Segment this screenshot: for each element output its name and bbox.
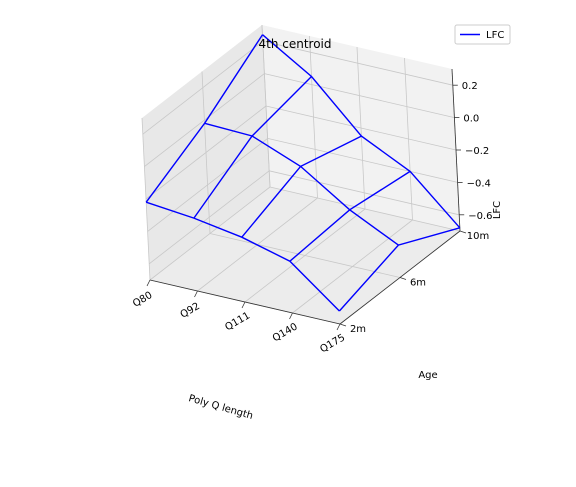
z-tick-label: −0.6	[468, 211, 492, 222]
x-tick-label: Q175	[318, 332, 347, 355]
z-grid-back	[264, 73, 455, 118]
y-tick-label: 6m	[410, 278, 426, 289]
chart-title: 4th centroid	[258, 37, 331, 51]
z-tick-label: 0.2	[462, 81, 478, 92]
x-tick-label: Q140	[271, 321, 300, 344]
x-tick	[289, 312, 293, 320]
x-tick	[194, 290, 198, 298]
series-line-q-Q175	[338, 227, 460, 312]
series-line-q-Q92	[193, 76, 312, 219]
z-grid-side	[147, 138, 268, 232]
x-tick	[336, 323, 341, 331]
z-axis-label: LFC	[492, 201, 503, 219]
z-grid-back	[269, 170, 460, 216]
legend-frame	[454, 24, 511, 45]
y-tick	[459, 230, 467, 234]
y-tick-label: 10m	[467, 231, 489, 242]
z-grid-back	[262, 40, 453, 86]
y-tick	[339, 323, 347, 327]
z-grid-back	[265, 105, 457, 151]
x-tick	[241, 301, 246, 309]
y-axis-label: Age	[418, 370, 437, 381]
x-tick-label: Q92	[179, 301, 202, 321]
x-tick-label: Q111	[223, 310, 252, 333]
y-grid-floor	[209, 233, 401, 278]
z-tick-label: −0.2	[465, 146, 489, 157]
z-tick-label: −0.4	[467, 178, 491, 189]
y-grid-floor	[269, 186, 461, 232]
z-tick-label: 0.0	[463, 114, 479, 125]
x-axis-label: Poly Q length	[187, 393, 254, 422]
z-grid-side	[144, 73, 265, 167]
z-grid-side	[145, 105, 267, 200]
y-tick	[399, 277, 407, 280]
legend: LFC	[454, 24, 511, 45]
x-tick	[146, 279, 151, 287]
y-tick-label: 2m	[350, 324, 366, 335]
tick-marks	[146, 68, 467, 331]
z-grid-side	[148, 170, 270, 265]
series-line-q-Q140	[289, 170, 411, 262]
series-lines	[145, 34, 461, 312]
z-grid-back	[267, 138, 458, 183]
z-grid-side	[142, 40, 264, 135]
series-line-q-Q80	[145, 34, 264, 203]
x-tick-label: Q80	[131, 290, 154, 310]
series-line-q-Q111	[241, 135, 362, 238]
legend-label: LFC	[486, 30, 504, 41]
